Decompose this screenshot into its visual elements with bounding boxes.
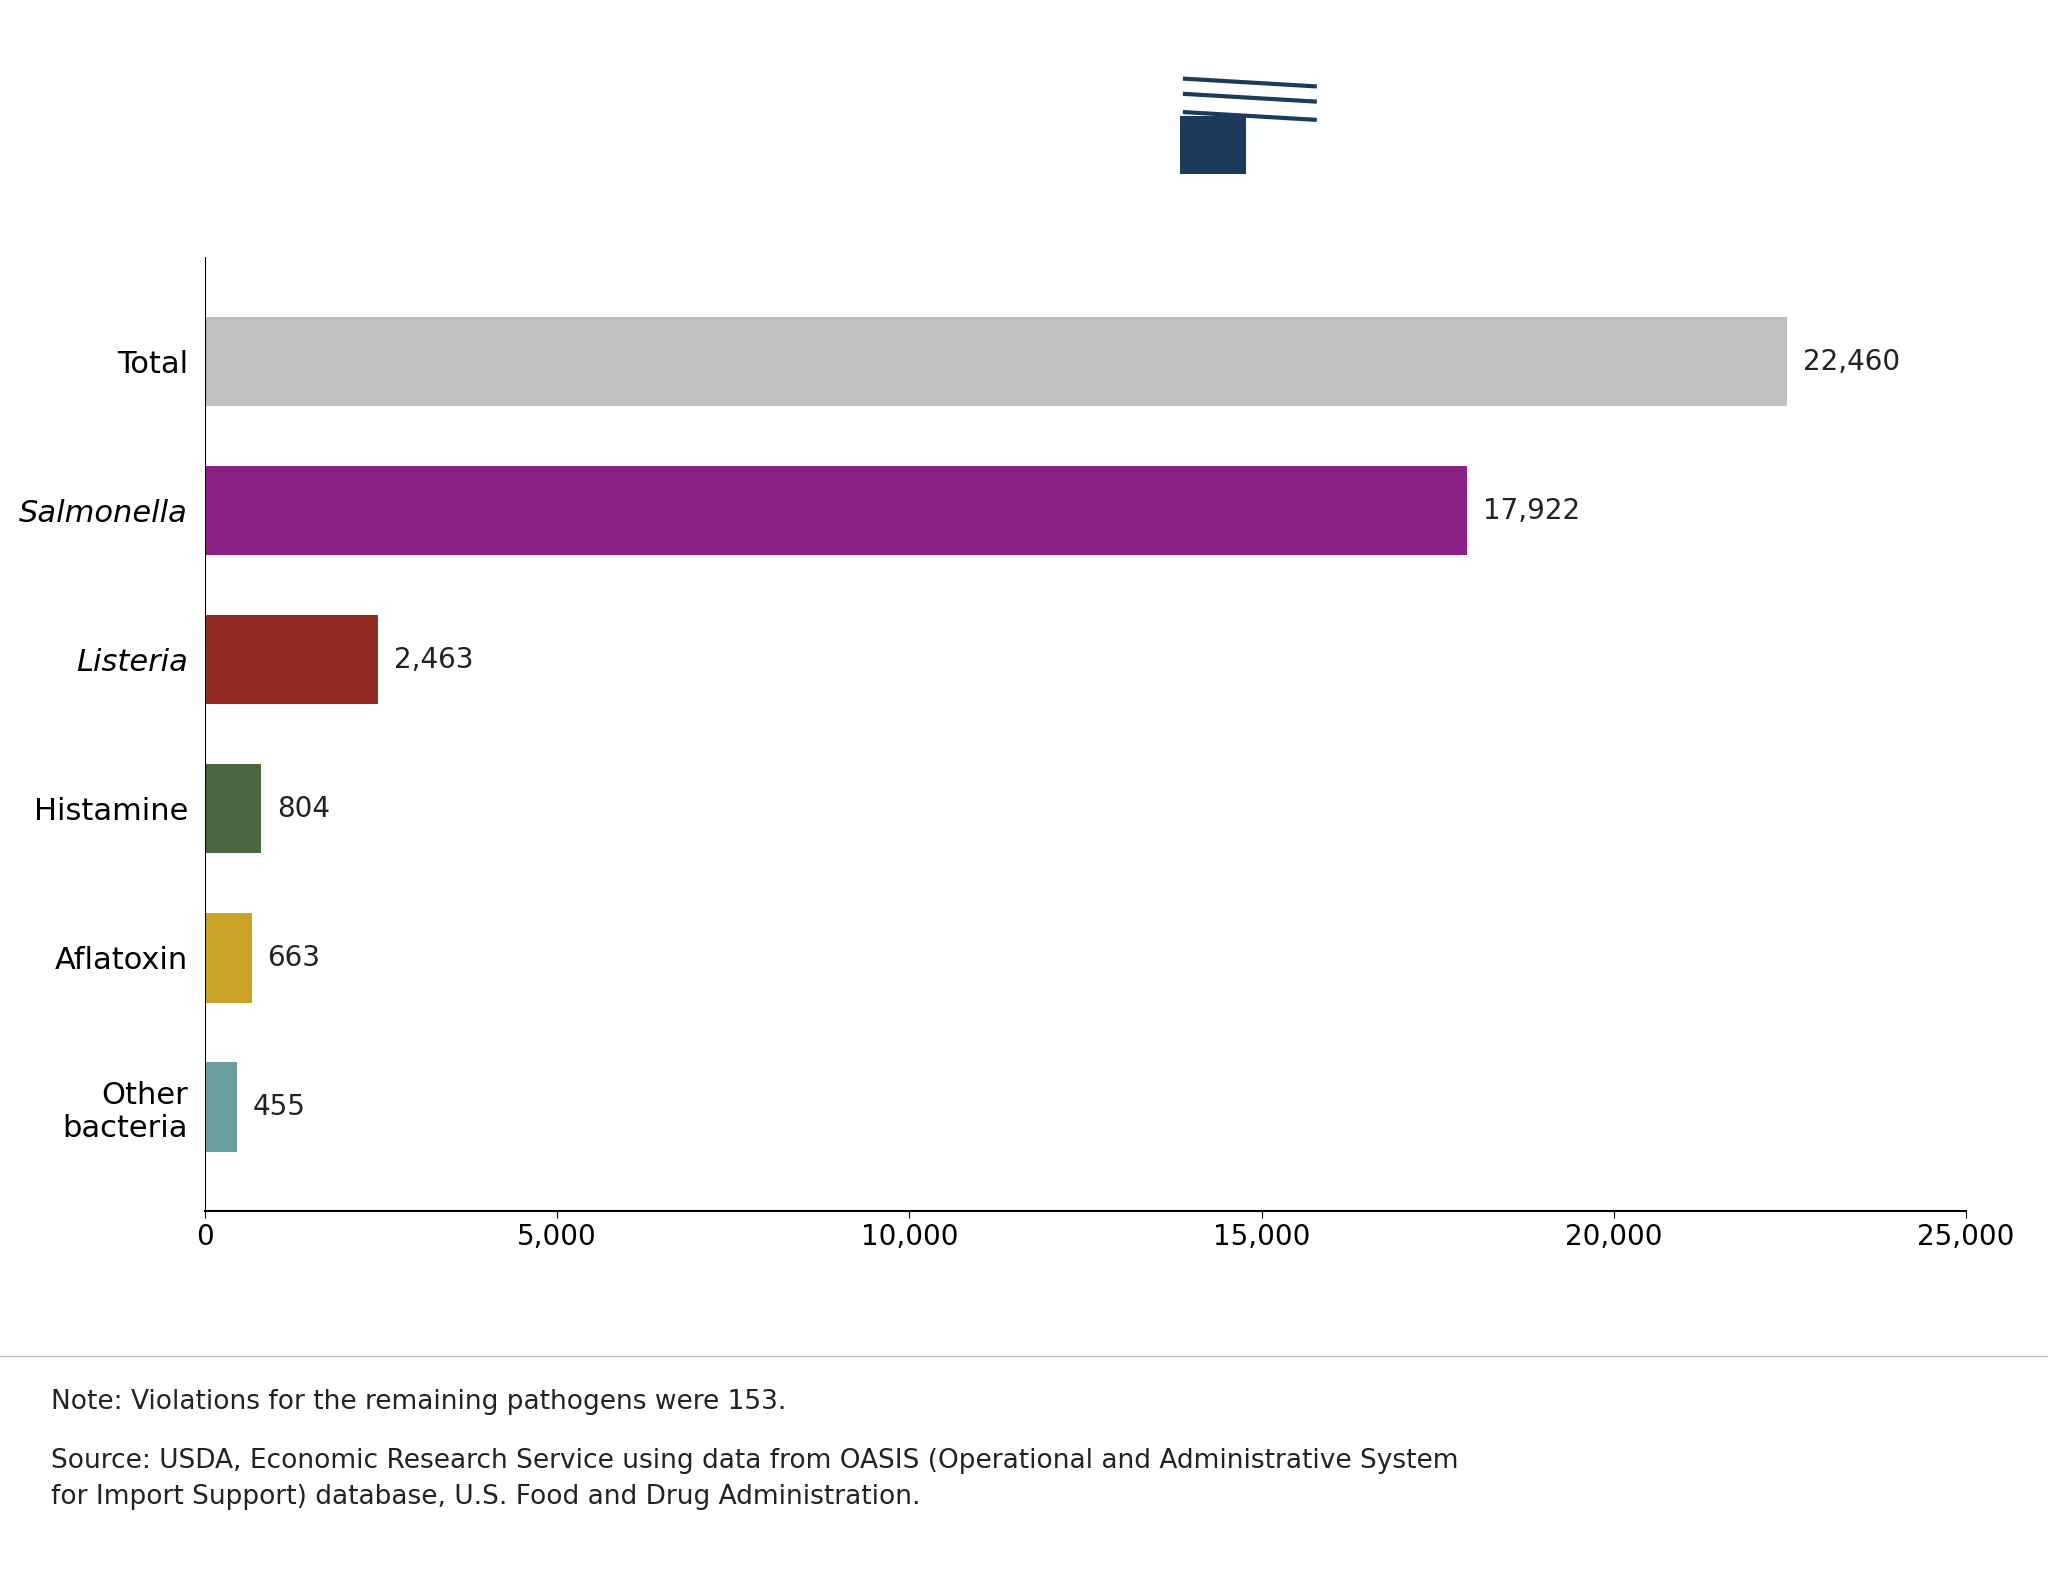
Bar <box>205 466 1468 555</box>
Text: USDA: USDA <box>1362 30 1528 82</box>
Bar <box>205 317 1788 406</box>
Bar <box>205 615 379 704</box>
FancyBboxPatch shape <box>1180 116 1245 174</box>
Text: Economic Research Service: Economic Research Service <box>1362 91 1821 124</box>
Text: Note: Violations for the remaining pathogens were 153.: Note: Violations for the remaining patho… <box>51 1389 786 1415</box>
Text: 17,922: 17,922 <box>1483 497 1581 524</box>
Text: Number of pathogen/toxin violations: Number of pathogen/toxin violations <box>61 38 1042 83</box>
Bar <box>205 913 252 1003</box>
Text: 663: 663 <box>266 945 319 971</box>
Text: Source: USDA, Economic Research Service using data from OASIS (Operational and A: Source: USDA, Economic Research Service … <box>51 1448 1458 1509</box>
Text: from imported foods by type, 2002-19: from imported foods by type, 2002-19 <box>61 121 1079 166</box>
FancyBboxPatch shape <box>1178 24 1325 176</box>
Bar <box>205 1062 238 1152</box>
Text: 22,460: 22,460 <box>1802 348 1901 375</box>
Text: 2,463: 2,463 <box>393 646 473 673</box>
Bar <box>205 764 262 854</box>
Text: 804: 804 <box>276 795 330 822</box>
Text: U.S. DEPARTMENT OF AGRICULTURE: U.S. DEPARTMENT OF AGRICULTURE <box>1362 146 1737 166</box>
Text: 455: 455 <box>252 1094 305 1120</box>
